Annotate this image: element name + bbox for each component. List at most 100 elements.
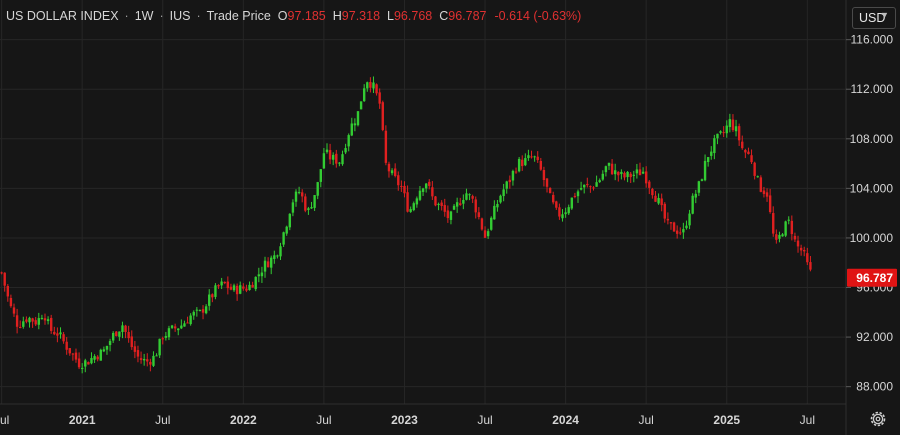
candle-body bbox=[722, 132, 725, 134]
candle-body bbox=[803, 249, 806, 252]
candle-body bbox=[654, 195, 657, 202]
candle-body bbox=[483, 230, 487, 238]
candle-body bbox=[784, 221, 787, 236]
symbol-name[interactable]: US DOLLAR INDEX bbox=[6, 9, 119, 23]
candle-body bbox=[344, 148, 347, 153]
candle-body bbox=[415, 198, 419, 205]
candle-body bbox=[638, 169, 642, 176]
candle-body bbox=[744, 149, 747, 153]
change-value: -0.614 (-0.63%) bbox=[494, 9, 582, 23]
candle-body bbox=[301, 192, 304, 197]
candle-body bbox=[335, 153, 338, 164]
candle-body bbox=[127, 332, 130, 339]
y-tick-label: 100.000 bbox=[850, 231, 894, 245]
separator-dot: · bbox=[159, 9, 164, 23]
candle-body bbox=[242, 286, 245, 289]
candle-body bbox=[765, 192, 769, 197]
candle-body bbox=[192, 311, 195, 316]
candle-body bbox=[279, 246, 282, 257]
candle-body bbox=[393, 168, 397, 176]
candle-body bbox=[74, 352, 78, 360]
candle-body bbox=[319, 169, 322, 182]
candle-body bbox=[232, 285, 236, 291]
candle-body bbox=[731, 119, 735, 131]
candle-body bbox=[31, 318, 34, 322]
candle-body bbox=[471, 196, 474, 199]
candle-body bbox=[406, 192, 409, 212]
candle-body bbox=[260, 272, 264, 277]
candle-body bbox=[270, 257, 273, 268]
candle-body bbox=[521, 159, 524, 167]
candle-body bbox=[9, 298, 13, 307]
candle-body bbox=[183, 323, 186, 327]
candle-body bbox=[177, 328, 180, 331]
candle-body bbox=[660, 198, 663, 206]
x-tick-label: Jul bbox=[155, 413, 170, 427]
candle-body bbox=[285, 226, 288, 234]
candle-body bbox=[77, 358, 81, 368]
y-tick-label: 92.000 bbox=[856, 330, 893, 344]
candle-body bbox=[322, 153, 326, 169]
candle-body bbox=[204, 306, 208, 314]
candle-body bbox=[273, 255, 276, 259]
candle-body bbox=[353, 123, 357, 126]
candle-body bbox=[328, 150, 332, 160]
separator-dot: · bbox=[124, 9, 129, 23]
symbol-legend: US DOLLAR INDEX · 1W · IUS · Trade Price O97.18… bbox=[6, 9, 581, 23]
candle-body bbox=[781, 234, 784, 237]
candle-body bbox=[728, 119, 732, 128]
candle-body bbox=[111, 332, 115, 341]
candle-body bbox=[369, 82, 372, 88]
price-type: Trade Price bbox=[206, 9, 271, 23]
candle-body bbox=[146, 359, 149, 362]
candle-body bbox=[142, 359, 146, 361]
candle-body bbox=[170, 325, 174, 328]
candle-body bbox=[87, 362, 90, 365]
candle-body bbox=[347, 135, 350, 147]
gear-icon[interactable] bbox=[868, 409, 888, 429]
candle-body bbox=[186, 322, 189, 324]
candle-body bbox=[220, 281, 223, 286]
candle-body bbox=[338, 162, 341, 164]
candle-body bbox=[12, 307, 16, 314]
last-price-badge bbox=[847, 268, 897, 287]
currency-selector[interactable]: USD ▼ bbox=[852, 7, 896, 29]
candle-body bbox=[508, 179, 512, 183]
x-tick-label: 2023 bbox=[391, 413, 418, 427]
interval[interactable]: 1W bbox=[134, 9, 154, 23]
candle-body bbox=[424, 183, 428, 189]
candle-body bbox=[152, 355, 155, 366]
candle-body bbox=[452, 205, 456, 210]
candle-body bbox=[254, 276, 257, 290]
candle-body bbox=[167, 328, 171, 338]
candle-body bbox=[397, 175, 400, 186]
x-tick-label: 2022 bbox=[230, 413, 257, 427]
candle-body bbox=[641, 171, 645, 174]
candle-body bbox=[809, 262, 812, 270]
candle-body bbox=[214, 285, 217, 297]
candle-body bbox=[486, 231, 490, 237]
candle-body bbox=[195, 309, 199, 311]
candle-body bbox=[133, 346, 137, 352]
candle-body bbox=[465, 193, 468, 200]
price-axis[interactable]: 88.00092.00096.000100.000104.000108.0001… bbox=[846, 33, 893, 394]
candle-body bbox=[502, 189, 505, 197]
candle-body bbox=[787, 219, 790, 221]
candle-body bbox=[725, 125, 728, 134]
candle-body bbox=[211, 294, 214, 298]
candle-body bbox=[586, 183, 589, 186]
candle-body bbox=[387, 163, 391, 172]
candle-body bbox=[601, 173, 604, 180]
candle-body bbox=[552, 194, 555, 203]
candle-body bbox=[592, 187, 595, 189]
candle-body bbox=[62, 334, 65, 342]
candle-body bbox=[772, 213, 775, 234]
candle-body bbox=[282, 232, 285, 245]
candle-body bbox=[567, 207, 570, 214]
y-tick-label: 116.000 bbox=[851, 33, 894, 47]
candle-body bbox=[505, 181, 508, 189]
time-axis[interactable]: Jul 2021 Jul 2022 Jul 2023 Jul 2024 Jul 2025 Jul bbox=[0, 413, 815, 427]
separator-dot: · bbox=[196, 9, 201, 23]
